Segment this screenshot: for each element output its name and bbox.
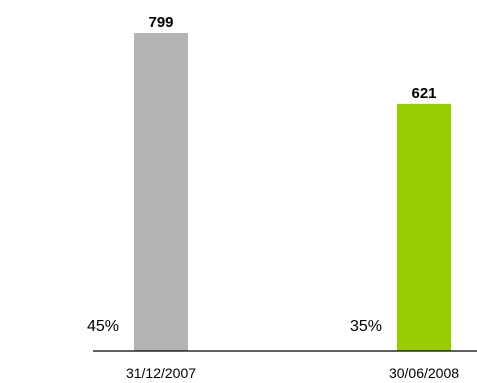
bars-group	[134, 33, 451, 351]
percent-label-1: 45%	[87, 318, 119, 335]
percent-label-2: 35%	[350, 318, 382, 335]
x-tick-label-2: 30/06/2008	[389, 365, 459, 381]
bar-2	[397, 104, 451, 351]
bar-1	[134, 33, 188, 351]
data-label-1: 799	[148, 14, 173, 31]
x-tick-label-1: 31/12/2007	[126, 365, 196, 381]
data-label-2: 621	[411, 85, 436, 102]
